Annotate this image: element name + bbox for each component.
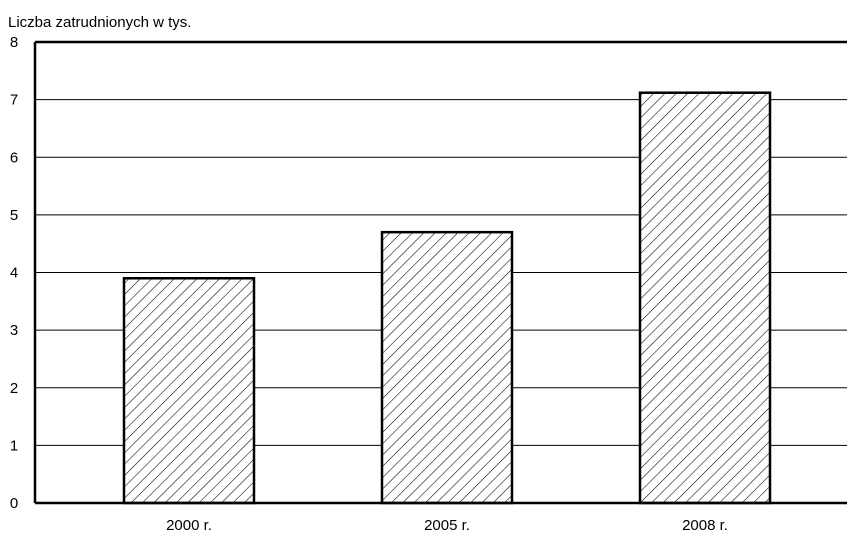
- axes: [33, 40, 847, 505]
- y-tick-label: 8: [10, 34, 18, 51]
- x-tick-label: 2005 r.: [424, 517, 470, 534]
- y-tick-label: 3: [10, 322, 18, 339]
- y-tick-label: 4: [10, 265, 18, 282]
- x-tick-label: 2000 r.: [166, 517, 212, 534]
- bar-2008r: [638, 91, 772, 505]
- y-tick-label: 1: [10, 437, 18, 454]
- y-tick-labels: 0 1 2 3 4 5 6 7 8: [10, 34, 18, 512]
- x-tick-label: 2008 r.: [682, 517, 728, 534]
- y-tick-label: 7: [10, 92, 18, 109]
- y-tick-label: 2: [10, 380, 18, 397]
- y-tick-label: 0: [10, 495, 18, 512]
- y-axis-label: Liczba zatrudnionych w tys.: [8, 14, 192, 31]
- x-tick-labels: 2000 r. 2005 r. 2008 r.: [166, 517, 728, 534]
- y-tick-label: 5: [10, 207, 18, 224]
- y-tick-label: 6: [10, 149, 18, 166]
- bar-2005r: [380, 230, 514, 505]
- bars: [122, 91, 772, 505]
- bar-2000r: [122, 277, 256, 505]
